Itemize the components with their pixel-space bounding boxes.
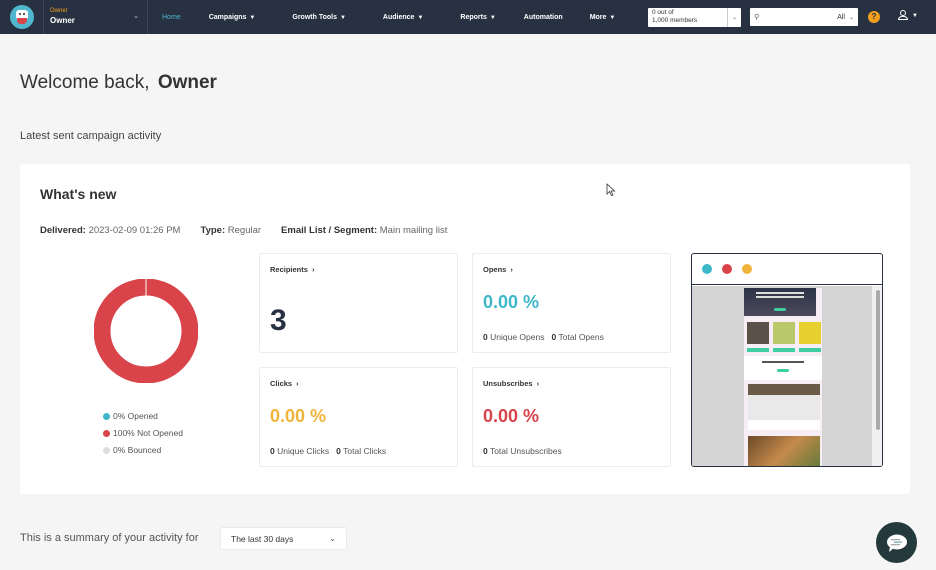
- account-name: Owner: [50, 16, 75, 25]
- recipients-link[interactable]: Recipients ›: [270, 265, 315, 274]
- nav-reports[interactable]: Reports ▼: [460, 13, 496, 21]
- user-icon: [898, 10, 908, 21]
- delivered-value: 2023-02-09 01:26 PM: [88, 225, 181, 236]
- cow-logo-icon: [9, 5, 34, 29]
- clicks-rate: 0.00 %: [270, 406, 327, 426]
- opens-breakdown: 0 Unique Opens 0 Total Opens: [483, 332, 604, 342]
- nav-automation[interactable]: Automation: [523, 13, 563, 21]
- type-value: Regular: [227, 225, 262, 236]
- nav-audience[interactable]: Audience ▼: [382, 13, 424, 21]
- account-switcher[interactable]: Owner Owner ⌄: [44, 0, 148, 34]
- help-icon[interactable]: ?: [868, 11, 880, 23]
- unsubscribes-rate: 0.00 %: [483, 406, 540, 426]
- clicks-breakdown: 0 Unique Clicks 0 Total Clicks: [270, 446, 387, 456]
- search-input[interactable]: [759, 13, 838, 21]
- summary-label: This is a summary of your activity for: [20, 532, 199, 544]
- chevron-down-icon: ⌄: [848, 14, 854, 21]
- legend-opened: 0% Opened: [103, 408, 183, 425]
- chevron-right-icon: ›: [296, 379, 299, 388]
- chevron-down-icon: ▼: [417, 14, 424, 21]
- engagement-donut-chart: [94, 279, 198, 383]
- preview-titlebar: [692, 254, 882, 285]
- whats-new-card: What's new Delivered: 2023-02-09 01:26 P…: [20, 164, 910, 494]
- period-value: The last 30 days: [231, 533, 294, 544]
- chevron-down-icon: ⌄: [133, 13, 139, 20]
- chevron-down-icon: ⌄: [329, 534, 336, 543]
- recipients-count: 3: [270, 304, 287, 337]
- nav-growth-tools[interactable]: Growth Tools ▼: [292, 13, 346, 21]
- chat-button[interactable]: [876, 522, 917, 563]
- window-dot-icon: [742, 264, 752, 274]
- legend-bounced: 0% Bounced: [103, 442, 183, 459]
- logo[interactable]: [0, 0, 44, 34]
- period-select[interactable]: The last 30 days ⌄: [220, 527, 347, 550]
- chevron-right-icon: ›: [536, 379, 540, 388]
- email-thumbnail: [692, 286, 872, 466]
- page-title: Welcome back, Owner: [20, 72, 217, 93]
- chevron-down-icon: ▼: [249, 14, 256, 21]
- nav-home[interactable]: Home: [162, 13, 181, 21]
- clicks-link[interactable]: Clicks ›: [270, 379, 299, 388]
- search-scope-select[interactable]: All: [837, 13, 845, 21]
- member-count-dropdown[interactable]: 0 out of 1,000 members ⌄: [648, 8, 741, 27]
- preview-scrollbar[interactable]: [872, 286, 882, 466]
- unsubscribes-breakdown: 0 Total Unsubscribes: [483, 446, 562, 456]
- user-menu[interactable]: ▼: [898, 10, 918, 21]
- opens-card: Opens › 0.00 % 0 Unique Opens 0 Total Ope…: [472, 253, 671, 353]
- chevron-down-icon: ▼: [609, 14, 616, 21]
- email-preview-window[interactable]: [691, 253, 883, 467]
- chevron-down-icon: ▼: [489, 14, 496, 21]
- unsubscribes-card: Unsubscribes › 0.00 % 0 Total Unsubscribe…: [472, 367, 671, 467]
- chevron-down-icon: ▼: [339, 14, 346, 21]
- campaign-meta: Delivered: 2023-02-09 01:26 PM Type: Reg…: [40, 225, 448, 236]
- nav-campaigns[interactable]: Campaigns ▼: [208, 13, 256, 21]
- account-role: Owner: [50, 8, 68, 14]
- chart-legend: 0% Opened 100% Not Opened 0% Bounced: [103, 408, 183, 459]
- chevron-right-icon: ›: [311, 265, 315, 274]
- chevron-down-icon: ⌄: [727, 8, 741, 27]
- mouse-cursor-icon: [606, 183, 616, 196]
- main-menu: Home Campaigns ▼ Growth Tools ▼ Audience ▼ …: [148, 0, 615, 34]
- window-dot-icon: [722, 264, 732, 274]
- member-count-line1: 0 out of: [652, 9, 674, 16]
- recipients-card: Recipients › 3: [259, 253, 458, 353]
- list-value: Main mailing list: [379, 225, 448, 236]
- window-dot-icon: [702, 264, 712, 274]
- legend-not-opened: 100% Not Opened: [103, 425, 183, 442]
- chevron-down-icon: ▼: [912, 12, 918, 19]
- section-subtitle: Latest sent campaign activity: [20, 130, 162, 142]
- card-title: What's new: [40, 186, 117, 202]
- search-bar: ⚲ All ⌄: [750, 8, 858, 26]
- opens-rate: 0.00 %: [483, 292, 540, 312]
- member-count-line2: 1,000 members: [652, 17, 698, 24]
- opens-link[interactable]: Opens ›: [483, 265, 513, 274]
- top-nav: Owner Owner ⌄ Home Campaigns ▼ Growth Too…: [0, 0, 936, 34]
- search-icon: ⚲: [754, 14, 760, 21]
- unsubscribes-link[interactable]: Unsubscribes ›: [483, 379, 540, 388]
- clicks-card: Clicks › 0.00 % 0 Unique Clicks 0 Total C…: [259, 367, 458, 467]
- chevron-right-icon: ›: [510, 265, 513, 274]
- chat-bubble-icon: [886, 534, 907, 552]
- user-name: Owner: [157, 72, 217, 93]
- nav-more[interactable]: More ▼: [589, 13, 616, 21]
